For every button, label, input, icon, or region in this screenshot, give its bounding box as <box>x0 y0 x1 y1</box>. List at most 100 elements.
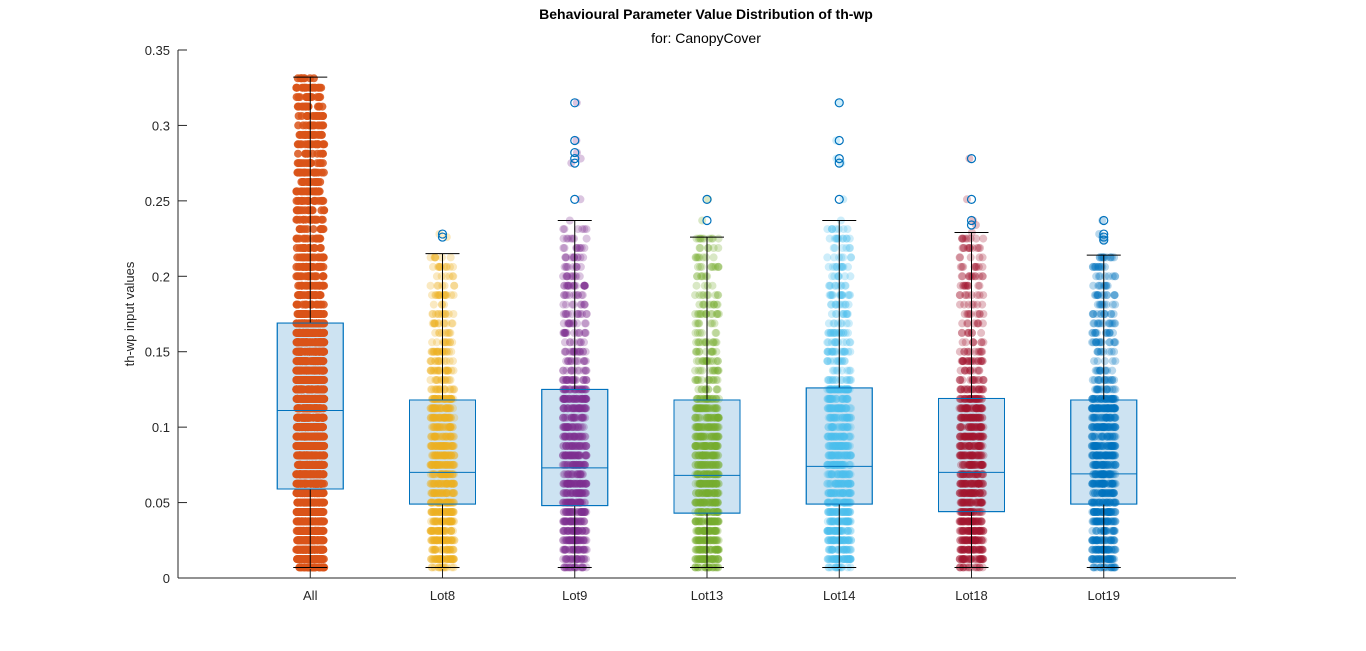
scatter-point <box>431 413 440 422</box>
scatter-point <box>695 442 704 450</box>
scatter-point <box>304 196 313 205</box>
scatter-point <box>311 83 320 92</box>
scatter-point <box>444 432 453 441</box>
plot-area <box>276 74 1138 572</box>
scatter-point <box>299 215 308 224</box>
scatter-point <box>693 272 702 281</box>
scatter-point <box>431 394 440 403</box>
scatter-point <box>431 451 440 460</box>
scatter-point <box>569 517 578 526</box>
scatter-point <box>433 460 442 469</box>
scatter-point <box>298 187 307 196</box>
scatter-point <box>449 498 458 507</box>
scatter-point <box>430 451 439 460</box>
scatter-point <box>436 423 445 432</box>
scatter-point <box>443 413 452 422</box>
scatter-point <box>309 460 318 469</box>
scatter-point <box>450 432 458 441</box>
scatter-point <box>437 536 446 545</box>
scatter-point <box>559 508 568 516</box>
scatter-point <box>316 489 325 498</box>
scatter-point <box>580 300 589 309</box>
scatter-point <box>697 404 706 413</box>
scatter-point <box>580 244 589 252</box>
scatter-point <box>441 423 450 432</box>
scatter-point <box>577 394 585 403</box>
scatter-point <box>697 262 706 271</box>
scatter-point <box>429 517 438 526</box>
scatter-point <box>319 366 328 375</box>
scatter-point <box>705 404 714 413</box>
scatter-point <box>430 545 439 554</box>
scatter-point <box>440 432 449 441</box>
scatter-point <box>437 508 446 516</box>
scatter-point <box>429 366 438 375</box>
scatter-point <box>315 310 324 318</box>
scatter-point <box>297 253 306 262</box>
scatter-point <box>300 517 309 526</box>
scatter-point <box>319 300 328 309</box>
scatter-point <box>444 451 453 460</box>
scatter-point <box>568 470 577 479</box>
scatter-point <box>580 555 589 564</box>
scatter-point <box>428 489 437 498</box>
scatter-point <box>302 102 311 111</box>
scatter-point <box>446 442 455 450</box>
scatter-point <box>315 508 324 516</box>
scatter-point <box>432 460 441 469</box>
scatter-point <box>566 338 575 347</box>
scatter-point <box>713 555 722 564</box>
scatter-point <box>695 423 704 432</box>
scatter-point <box>426 366 435 375</box>
scatter-point <box>429 432 438 441</box>
scatter-point <box>313 479 322 488</box>
scatter-point <box>309 508 318 516</box>
scatter-point <box>565 479 574 488</box>
scatter-point <box>701 272 710 281</box>
scatter-point <box>319 413 328 422</box>
scatter-point <box>435 460 444 469</box>
scatter-point <box>448 338 457 347</box>
scatter-point <box>435 498 444 507</box>
scatter-point <box>581 366 590 375</box>
scatter-point <box>431 376 440 384</box>
scatter-point <box>292 517 301 526</box>
scatter-point <box>707 234 716 243</box>
scatter-point <box>435 328 444 337</box>
scatter-point <box>439 413 448 422</box>
scatter-point <box>302 300 311 309</box>
scatter-point <box>443 479 451 488</box>
scatter-point <box>307 272 316 281</box>
scatter-point <box>316 291 325 300</box>
scatter-point <box>449 310 458 318</box>
scatter-point <box>582 376 591 384</box>
scatter-point <box>441 451 450 460</box>
scatter-point <box>305 498 314 507</box>
scatter-point <box>304 451 313 460</box>
scatter-point <box>703 498 712 507</box>
scatter-point <box>712 385 721 394</box>
scatter-point <box>702 253 710 262</box>
scatter-point <box>442 479 451 488</box>
scatter-point <box>431 253 440 262</box>
scatter-point <box>427 508 436 516</box>
scatter-point <box>447 347 456 356</box>
scatter-point <box>708 394 717 403</box>
scatter-point <box>431 253 440 262</box>
scatter-point <box>692 338 701 347</box>
scatter-point <box>449 555 458 564</box>
scatter-point <box>300 74 309 83</box>
scatter-point <box>445 394 454 403</box>
scatter-point <box>711 338 720 347</box>
scatter-point <box>430 394 439 403</box>
scatter-point <box>433 423 442 432</box>
scatter-point <box>430 253 439 262</box>
scatter-point <box>429 526 438 535</box>
scatter-point <box>294 404 303 413</box>
box-group-lot13 <box>673 194 741 572</box>
scatter-point <box>304 366 313 375</box>
scatter-point <box>695 526 704 535</box>
scatter-point <box>580 328 589 337</box>
scatter-point <box>696 310 705 318</box>
